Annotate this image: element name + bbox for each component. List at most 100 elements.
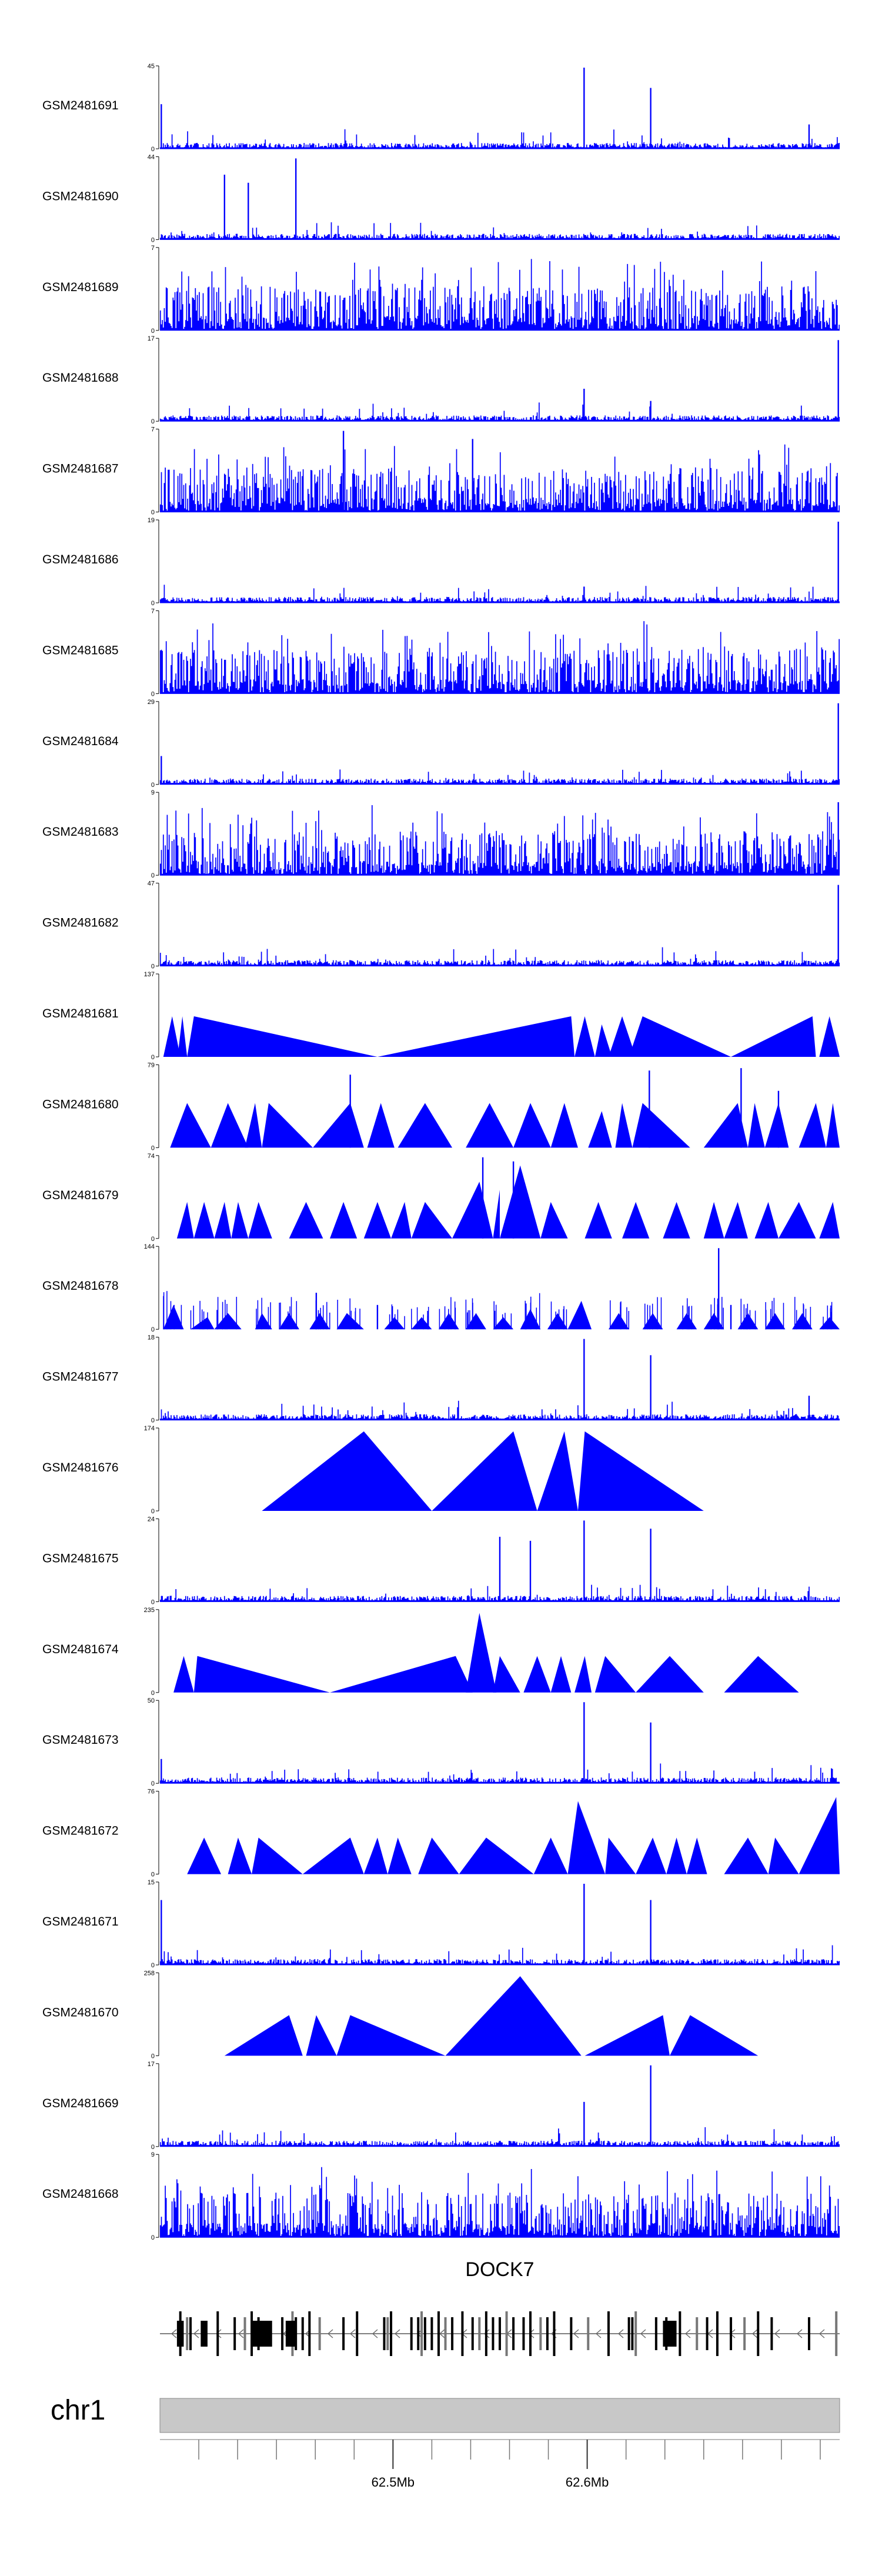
strand-arrow bbox=[372, 2329, 378, 2338]
coverage-bars bbox=[159, 444, 840, 512]
coverage-peak bbox=[228, 1837, 252, 1874]
coverage-peak bbox=[330, 1656, 473, 1693]
coverage-peak bbox=[363, 1837, 388, 1874]
x-tick-label: 62.5Mb bbox=[372, 2475, 415, 2490]
coverage-peak bbox=[193, 1202, 215, 1239]
track: GSM2481690 44 0 bbox=[42, 154, 840, 243]
y-min-label: 0 bbox=[151, 236, 155, 243]
y-min-label: 0 bbox=[151, 872, 155, 879]
coverage-peak bbox=[432, 1431, 537, 1511]
ideogram-bar bbox=[159, 2398, 840, 2433]
exon bbox=[471, 2317, 474, 2350]
coverage-peak bbox=[537, 1431, 578, 1511]
y-max-label: 79 bbox=[148, 1062, 155, 1069]
y-min-label: 0 bbox=[151, 1871, 155, 1878]
y-min-label: 0 bbox=[151, 1144, 155, 1152]
exon bbox=[553, 2311, 556, 2356]
track-label: GSM2481683 bbox=[42, 825, 119, 839]
coverage-peak bbox=[170, 1103, 211, 1148]
coverage-peak bbox=[826, 1103, 840, 1148]
y-max-label: 74 bbox=[148, 1153, 155, 1160]
coverage-peak bbox=[550, 1103, 578, 1148]
y-min-label: 0 bbox=[151, 963, 155, 970]
track-label: GSM2481668 bbox=[42, 2187, 119, 2201]
coverage-peak bbox=[523, 1656, 551, 1693]
track: GSM2481680 79 0 bbox=[42, 1062, 840, 1152]
strand-arrow bbox=[751, 2329, 758, 2338]
exon bbox=[634, 2311, 637, 2356]
coverage-peak bbox=[567, 1801, 606, 1874]
coverage-peak bbox=[493, 1317, 514, 1330]
track: GSM2481689 7 0 bbox=[42, 245, 840, 335]
coverage-peak bbox=[418, 1837, 459, 1874]
coverage-peak bbox=[724, 1837, 769, 1874]
exon bbox=[420, 2311, 423, 2356]
coverage-peak bbox=[493, 1190, 500, 1239]
exon bbox=[546, 2317, 549, 2350]
coverage-peak bbox=[163, 1016, 181, 1057]
coverage-bars bbox=[159, 805, 840, 876]
coverage-peak bbox=[768, 1837, 799, 1874]
y-max-label: 18 bbox=[148, 1334, 155, 1342]
coverage-peak bbox=[703, 1103, 748, 1148]
track: GSM2481677 18 0 bbox=[42, 1334, 840, 1424]
coverage-peak bbox=[819, 1016, 840, 1057]
y-min-label: 0 bbox=[151, 782, 155, 789]
coverage-peak bbox=[703, 1313, 724, 1330]
y-max-label: 47 bbox=[148, 880, 155, 887]
y-max-label: 17 bbox=[148, 335, 155, 342]
coverage-peak bbox=[252, 1837, 303, 1874]
exon-block bbox=[663, 2321, 677, 2347]
strand-arrow bbox=[818, 2329, 825, 2338]
track: GSM2481683 9 0 bbox=[42, 789, 840, 879]
coverage-peak bbox=[187, 1016, 377, 1057]
y-max-label: 44 bbox=[148, 154, 155, 161]
y-min-label: 0 bbox=[151, 2144, 155, 2151]
exon bbox=[587, 2317, 590, 2350]
exon bbox=[417, 2317, 420, 2350]
y-max-label: 17 bbox=[148, 2061, 155, 2068]
coverage-peak bbox=[187, 1837, 222, 1874]
exon bbox=[216, 2311, 219, 2356]
coverage-peak bbox=[367, 1103, 395, 1148]
exon bbox=[342, 2317, 345, 2350]
coverage-bars bbox=[159, 259, 840, 331]
exon bbox=[461, 2311, 464, 2356]
track: GSM2481685 7 0 bbox=[42, 608, 840, 698]
coverage-peak bbox=[676, 1313, 697, 1330]
track: GSM2481671 15 0 bbox=[42, 1879, 840, 1969]
track-label: GSM2481689 bbox=[42, 281, 119, 294]
coverage-peak bbox=[533, 1837, 568, 1874]
track: GSM2481678 144 0 bbox=[42, 1243, 840, 1333]
track: GSM2481670 258 0 bbox=[42, 1970, 759, 2060]
coverage-peak bbox=[615, 1103, 633, 1148]
exon bbox=[505, 2311, 508, 2356]
coverage-peak bbox=[636, 1656, 704, 1693]
exon bbox=[451, 2317, 454, 2350]
exon bbox=[835, 2311, 838, 2356]
y-min-label: 0 bbox=[151, 1780, 155, 1787]
coverage-peak bbox=[176, 1202, 194, 1239]
track: GSM2481686 19 0 bbox=[42, 517, 840, 607]
coverage-peak bbox=[513, 1103, 551, 1148]
exon bbox=[243, 2317, 246, 2350]
y-min-label: 0 bbox=[151, 1054, 155, 1061]
coverage-peak bbox=[594, 1024, 612, 1057]
exon bbox=[631, 2317, 634, 2350]
coverage-peak bbox=[231, 1202, 249, 1239]
exon bbox=[444, 2317, 447, 2350]
coverage-peak bbox=[629, 1016, 731, 1057]
exon bbox=[492, 2317, 495, 2350]
coverage-bars bbox=[159, 1763, 840, 1784]
coverage-peak bbox=[309, 1313, 330, 1330]
y-min-label: 0 bbox=[151, 1326, 155, 1333]
coverage-peak bbox=[163, 1304, 184, 1330]
strand-arrow bbox=[640, 2329, 646, 2338]
track-label: GSM2481669 bbox=[42, 2097, 119, 2110]
y-min-label: 0 bbox=[151, 2234, 155, 2241]
coverage-peak bbox=[211, 1103, 249, 1148]
exon bbox=[539, 2317, 542, 2350]
coverage-peak bbox=[493, 1656, 520, 1693]
y-max-label: 9 bbox=[151, 789, 155, 796]
exon bbox=[295, 2317, 298, 2350]
